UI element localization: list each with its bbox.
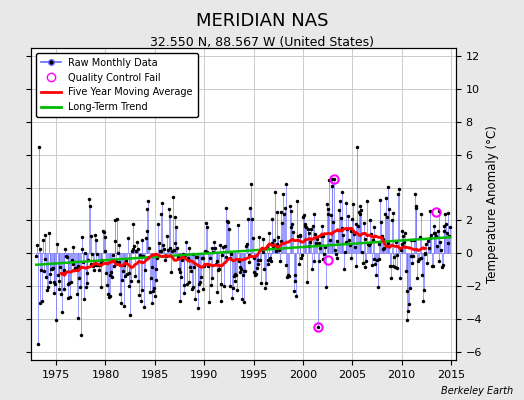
Text: Berkeley Earth: Berkeley Earth xyxy=(441,386,514,396)
Y-axis label: Temperature Anomaly (°C): Temperature Anomaly (°C) xyxy=(486,125,499,283)
Text: 32.550 N, 88.567 W (United States): 32.550 N, 88.567 W (United States) xyxy=(150,36,374,49)
Text: MERIDIAN NAS: MERIDIAN NAS xyxy=(196,12,328,30)
Legend: Raw Monthly Data, Quality Control Fail, Five Year Moving Average, Long-Term Tren: Raw Monthly Data, Quality Control Fail, … xyxy=(36,53,198,117)
